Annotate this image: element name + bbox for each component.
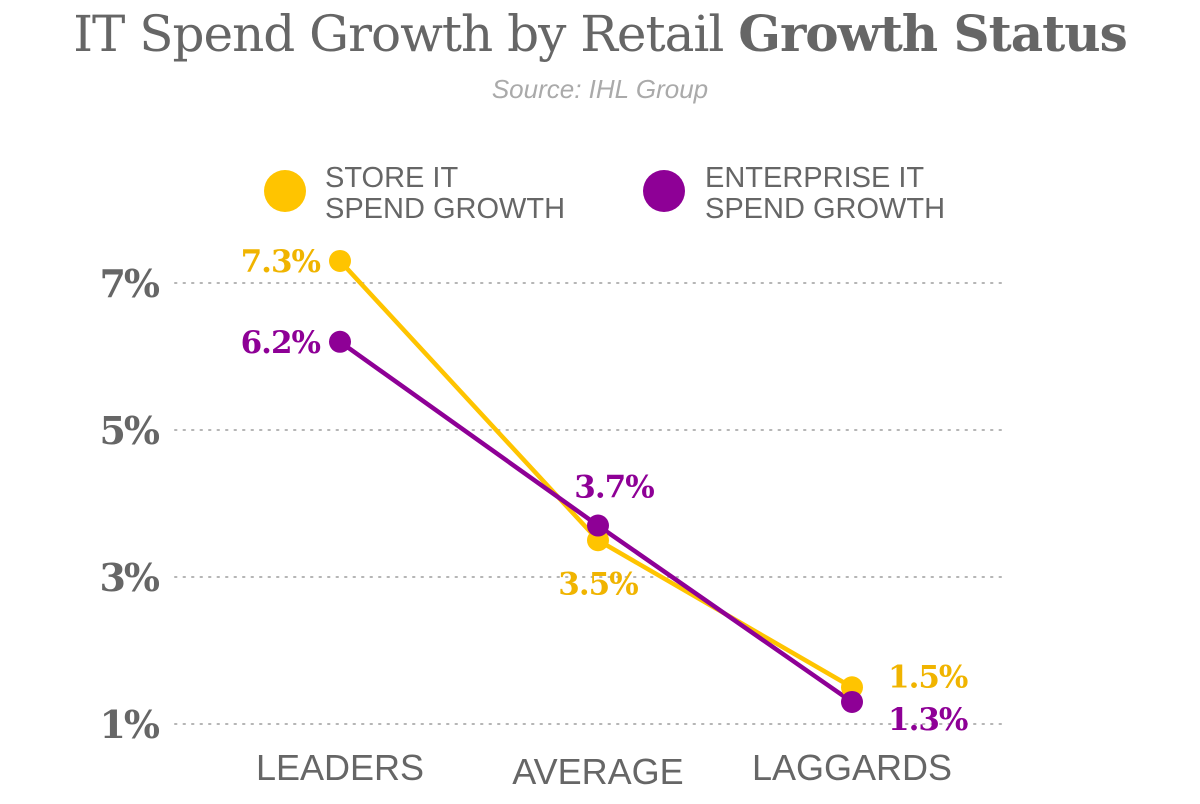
legend-label: ENTERPRISE IT [705,162,924,194]
legend-marker-icon [264,170,306,212]
x-tick-label: LAGGARDS [752,747,952,788]
legend-label: SPEND GROWTH [325,193,565,225]
y-tick-label: 1% [99,702,159,747]
x-tick-label: LEADERS [256,747,424,788]
series-points [329,249,863,713]
data-point [329,249,351,272]
y-tick-label: 3% [99,555,159,600]
chart-title: IT Spend Growth by Retail Growth Status [0,4,1200,63]
data-label: 3.5% [558,566,638,602]
chart-title-bold: Growth Status [738,4,1127,63]
legend-label: STORE IT [325,162,458,194]
data-point [329,330,351,353]
y-tick-label: 5% [99,408,159,453]
legend-marker-icon [643,170,685,212]
x-axis: LEADERS AVERAGE LAGGARDS [256,747,952,792]
y-axis: 7% 5% 3% 1% [99,261,161,747]
data-label: 3.7% [574,470,654,506]
gridlines [174,282,1006,725]
x-tick-label: AVERAGE [512,751,683,792]
data-point [841,690,863,713]
chart-subtitle: Source: IHL Group [491,74,709,104]
data-label: 6.2% [241,325,321,361]
data-label: 1.3% [888,702,968,738]
y-tick-label: 7% [99,261,159,306]
data-label: 1.5% [888,659,968,695]
data-point [587,514,609,537]
legend-label: SPEND GROWTH [705,193,945,225]
chart-title-regular: IT Spend Growth by Retail [73,5,739,63]
data-label: 7.3% [241,244,321,280]
data-labels: 7.3% 3.5% 1.5% 6.2% 3.7% 1.3% [241,244,969,738]
